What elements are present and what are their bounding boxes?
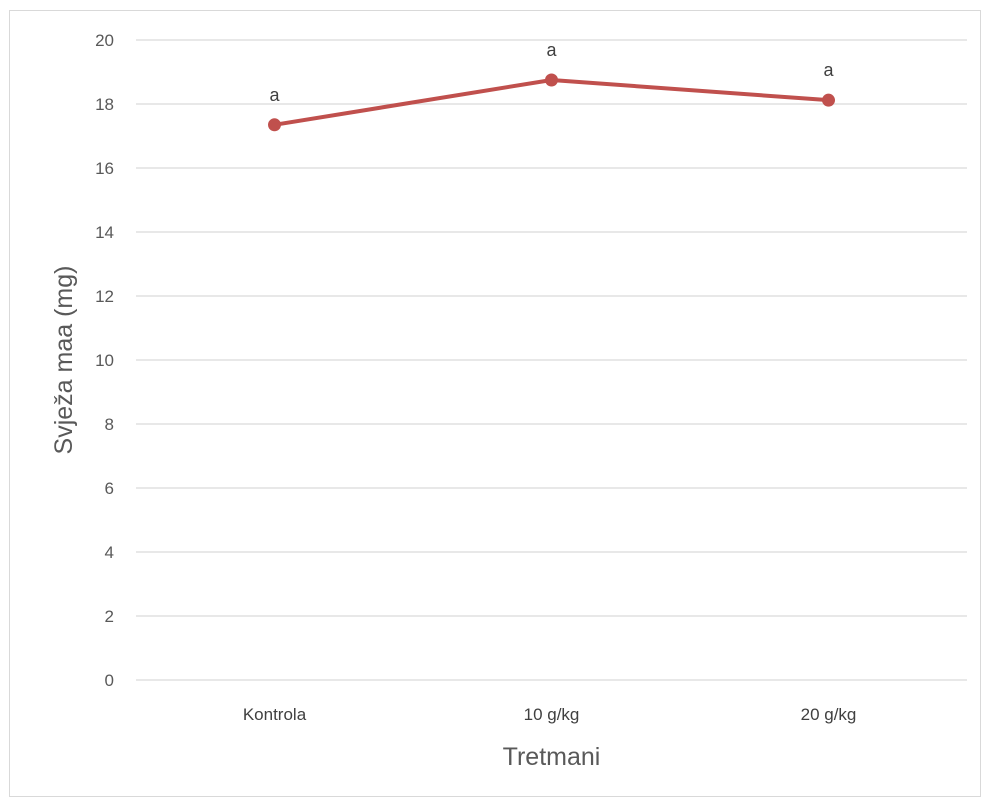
gridlines	[136, 39, 967, 681]
y-axis-ticks: 0 2 4 6 8 10 12 14 16 18 20	[95, 31, 114, 690]
y-tick-label: 0	[105, 671, 114, 690]
y-tick-label: 2	[105, 607, 114, 626]
y-tick-label: 16	[95, 159, 114, 178]
x-category-label: Kontrola	[243, 705, 307, 724]
x-axis-title: Tretmani	[503, 743, 601, 771]
x-axis-categories: Kontrola 10 g/kg 20 g/kg	[243, 705, 857, 724]
series-line	[272, 78, 831, 127]
data-point-marker	[268, 118, 281, 132]
y-tick-label: 18	[95, 95, 114, 114]
y-tick-label: 8	[105, 415, 114, 434]
data-point-label: a	[546, 40, 557, 60]
y-tick-label: 4	[105, 543, 114, 562]
y-tick-label: 20	[95, 31, 114, 50]
y-tick-label: 14	[95, 223, 114, 242]
x-category-label: 10 g/kg	[524, 705, 580, 724]
y-tick-label: 12	[95, 287, 114, 306]
y-tick-label: 6	[105, 479, 114, 498]
data-labels: a a a	[269, 40, 834, 105]
data-point-marker	[822, 93, 835, 107]
y-tick-label: 10	[95, 351, 114, 370]
data-point-label: a	[823, 60, 834, 80]
data-point-marker	[545, 73, 558, 87]
y-axis-title: Svježa maa (mg)	[50, 266, 78, 455]
x-category-label: 20 g/kg	[801, 705, 857, 724]
series-group	[268, 73, 835, 132]
chart-frame	[9, 10, 981, 797]
data-point-label: a	[269, 85, 280, 105]
